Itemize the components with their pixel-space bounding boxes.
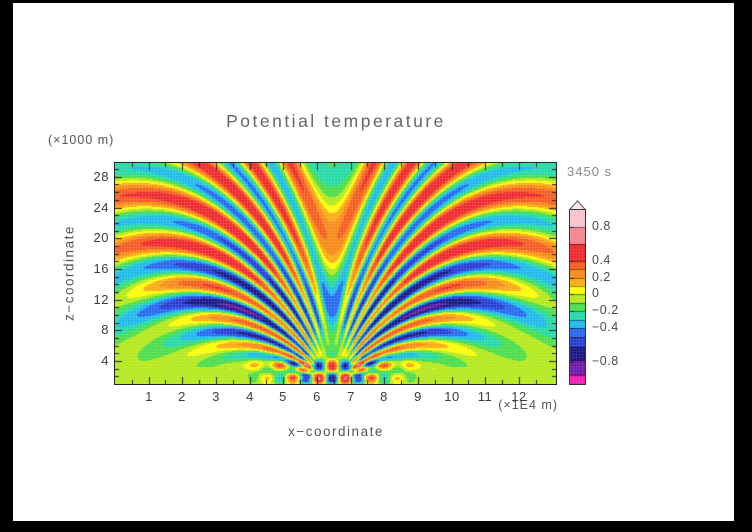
x-tick-label: 10 (444, 389, 460, 404)
x-tick-label: 3 (212, 389, 220, 404)
y-tick-label: 20 (93, 230, 109, 245)
x-tick-label: 9 (414, 389, 422, 404)
colorbar-tick-label: −0.4 (592, 320, 619, 334)
colorbar-canvas (570, 210, 585, 384)
x-axis-title: x−coordinate (288, 424, 384, 439)
x-tick-label: 8 (380, 389, 388, 404)
colorbar-tick-label: 0.2 (592, 270, 611, 284)
y-tick-label: 8 (101, 322, 109, 337)
x-tick-label: 11 (477, 389, 493, 404)
x-tick-label: 2 (178, 389, 186, 404)
chart-title: Potential temperature (226, 111, 446, 131)
x-tick-label: 7 (347, 389, 355, 404)
x-axis-unit-label: (×1E4 m) (498, 398, 558, 412)
time-label: 3450 s (567, 164, 613, 179)
x-tick-label: 4 (246, 389, 254, 404)
colorbar-tick-label: −0.2 (592, 303, 619, 317)
y-axis-unit-label: (×1000 m) (48, 133, 115, 147)
y-tick-label: 24 (93, 200, 109, 215)
y-tick-label: 12 (93, 292, 109, 307)
x-tick-label: 6 (313, 389, 321, 404)
y-tick-label: 16 (93, 261, 109, 276)
colorbar-tick-label: −0.8 (592, 354, 619, 368)
x-tick-label: 5 (279, 389, 287, 404)
contour-plot-area (114, 162, 557, 385)
colorbar (569, 209, 586, 385)
colorbar-tick-label: 0 (592, 286, 600, 300)
colorbar-tick-label: 0.4 (592, 253, 611, 267)
contour-field-canvas (115, 163, 556, 384)
y-tick-label: 28 (93, 169, 109, 184)
x-tick-label: 12 (511, 389, 527, 404)
colorbar-tick-label: 0.8 (592, 219, 611, 233)
y-tick-label: 4 (101, 353, 109, 368)
x-tick-label: 1 (145, 389, 153, 404)
